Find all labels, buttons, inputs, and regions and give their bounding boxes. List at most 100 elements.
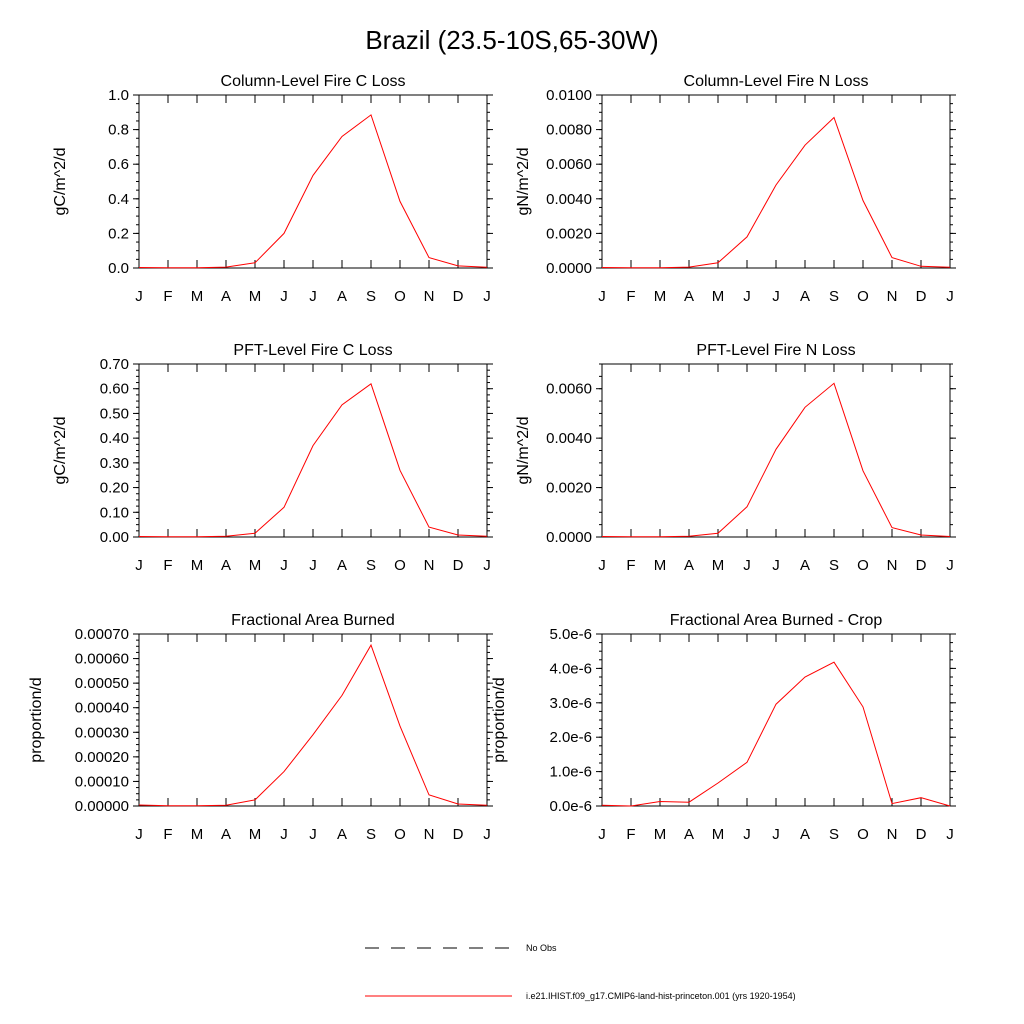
x-tick-label: J [483, 826, 491, 843]
x-tick-label: J [598, 557, 606, 574]
x-tick-label: A [684, 288, 694, 305]
plot-frame [138, 633, 488, 807]
plot-frame [138, 363, 488, 538]
y-tick-label: 0.0020 [546, 480, 592, 497]
panel-title: PFT-Level Fire C Loss [233, 342, 392, 359]
y-tick-label: 0.2 [108, 225, 129, 242]
x-tick-label: J [309, 557, 317, 574]
x-tick-label: J [946, 826, 954, 843]
y-tick-label: 0.00060 [75, 651, 129, 668]
y-tick-label: 0.00010 [75, 773, 129, 790]
x-tick-label: M [249, 557, 262, 574]
x-tick-label: J [772, 288, 780, 305]
x-tick-label: J [135, 557, 143, 574]
y-tick-label: 0.0020 [546, 225, 592, 242]
y-tick-label: 0.60 [100, 381, 129, 398]
series-line-1 [601, 382, 951, 538]
y-tick-label: 0.0 [108, 260, 129, 277]
y-tick-label: 0.0040 [546, 430, 592, 447]
x-tick-label: S [829, 557, 839, 574]
x-tick-label: F [626, 288, 635, 305]
y-axis-label: gN/m^2/d [515, 148, 532, 216]
x-tick-label: A [337, 826, 347, 843]
x-tick-label: J [280, 826, 288, 843]
x-tick-label: N [887, 288, 898, 305]
x-tick-label: J [772, 557, 780, 574]
x-tick-label: A [800, 826, 810, 843]
x-tick-label: F [163, 288, 172, 305]
plot-frame [138, 94, 488, 269]
x-tick-label: J [743, 288, 751, 305]
x-tick-label: J [483, 557, 491, 574]
y-tick-label: 0.8 [108, 122, 129, 139]
y-tick-label: 1.0e-6 [549, 764, 592, 781]
x-tick-label: D [453, 557, 464, 574]
x-tick-label: N [887, 826, 898, 843]
x-tick-label: J [598, 826, 606, 843]
y-axis-label: gN/m^2/d [515, 417, 532, 485]
panel-title: Fractional Area Burned - Crop [670, 612, 883, 629]
y-tick-label: 0.00050 [75, 675, 129, 692]
y-tick-label: 0.0000 [546, 529, 592, 546]
figure-title: Brazil (23.5-10S,65-30W) [365, 25, 658, 55]
x-tick-label: A [337, 557, 347, 574]
y-tick-label: 0.00000 [75, 798, 129, 815]
y-axis-label: proportion/d [28, 677, 45, 762]
y-tick-label: 0.0060 [546, 381, 592, 398]
x-tick-label: N [887, 557, 898, 574]
y-tick-label: 0.30 [100, 455, 129, 472]
x-tick-label: J [280, 557, 288, 574]
x-tick-label: M [712, 557, 725, 574]
plot-frame [601, 94, 951, 269]
x-tick-label: S [366, 826, 376, 843]
x-tick-label: F [626, 826, 635, 843]
x-tick-label: A [221, 826, 231, 843]
x-tick-label: O [394, 826, 406, 843]
y-axis-label: gC/m^2/d [52, 417, 69, 485]
y-tick-label: 0.00030 [75, 724, 129, 741]
x-tick-label: M [249, 826, 262, 843]
x-tick-label: D [916, 826, 927, 843]
legend-model-label: i.e21.IHIST.f09_g17.CMIP6-land-hist-prin… [526, 991, 796, 1001]
x-tick-label: S [366, 288, 376, 305]
x-tick-label: A [800, 288, 810, 305]
x-tick-label: N [424, 288, 435, 305]
x-tick-label: A [337, 288, 347, 305]
y-tick-label: 0.6 [108, 156, 129, 173]
panel-title: Fractional Area Burned [231, 612, 395, 629]
y-tick-label: 0.00070 [75, 626, 129, 643]
x-tick-label: S [829, 826, 839, 843]
y-tick-label: 0.0060 [546, 156, 592, 173]
y-tick-label: 0.40 [100, 430, 129, 447]
x-tick-label: J [309, 288, 317, 305]
panel-title: Column-Level Fire N Loss [684, 73, 869, 90]
y-tick-label: 0.20 [100, 480, 129, 497]
x-tick-label: J [483, 288, 491, 305]
plot-frame [601, 633, 951, 807]
y-tick-label: 0.0e-6 [549, 798, 592, 815]
x-tick-label: J [946, 288, 954, 305]
y-tick-label: 0.00040 [75, 700, 129, 717]
y-axis-label: gC/m^2/d [52, 148, 69, 216]
y-tick-label: 2.0e-6 [549, 729, 592, 746]
x-tick-label: J [743, 826, 751, 843]
x-tick-label: M [191, 288, 204, 305]
x-tick-label: M [654, 826, 667, 843]
y-axis-label: proportion/d [491, 677, 508, 762]
x-tick-label: N [424, 557, 435, 574]
legend: No Obs i.e21.IHIST.f09_g17.CMIP6-land-hi… [365, 943, 796, 1001]
x-tick-label: S [366, 557, 376, 574]
y-tick-label: 4.0e-6 [549, 660, 592, 677]
x-tick-label: J [309, 826, 317, 843]
y-tick-label: 0.0080 [546, 122, 592, 139]
y-tick-label: 3.0e-6 [549, 695, 592, 712]
x-tick-label: O [394, 288, 406, 305]
y-tick-label: 0.0000 [546, 260, 592, 277]
y-tick-label: 0.4 [108, 191, 129, 208]
